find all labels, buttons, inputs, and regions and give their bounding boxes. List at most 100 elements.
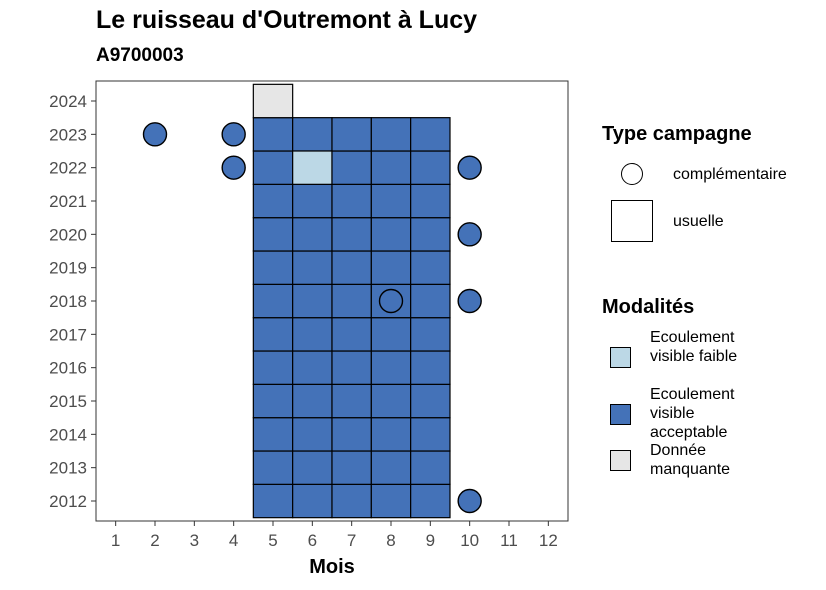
y-tick-label-2024: 2024	[49, 92, 87, 111]
cell-m6-2020	[292, 217, 333, 252]
cell-m6-2018	[292, 283, 333, 319]
y-tick-label-2017: 2017	[49, 325, 87, 344]
cell-m7-2014	[331, 417, 372, 452]
cell-m5-2024	[252, 83, 294, 119]
cell-m9-2014	[410, 417, 451, 452]
chart-title: Le ruisseau d'Outremont à Lucy	[96, 6, 478, 34]
cell-m7-2021	[331, 183, 372, 219]
legend-type-complementaire: complémentaire	[673, 166, 787, 183]
legend-type-usuelle: usuelle	[673, 213, 724, 230]
point-m8-2018	[378, 288, 404, 314]
legend-modalite-acceptable: Ecoulement visible acceptable	[650, 386, 735, 441]
legend-type-title: Type campagne	[602, 123, 752, 145]
point-m10-2022	[457, 155, 482, 180]
legend-modalite-faible: Ecoulement visible faible	[650, 329, 738, 365]
cell-m7-2017	[331, 317, 372, 352]
x-tick-label-11: 11	[500, 531, 518, 550]
cell-m5-2019	[252, 250, 294, 285]
cell-m8-2023	[370, 117, 412, 152]
x-tick-label-8: 8	[386, 531, 395, 550]
cell-m8-2021	[370, 183, 412, 219]
y-tick-label-2014: 2014	[49, 425, 87, 444]
y-tick-label-2013: 2013	[49, 459, 87, 478]
point-m10-2020	[457, 222, 482, 247]
x-tick-label-5: 5	[268, 531, 277, 550]
cell-m7-2020	[331, 217, 372, 252]
y-tick-label-2021: 2021	[49, 192, 87, 211]
cell-m5-2023	[252, 117, 294, 152]
cell-m8-2013	[370, 450, 412, 485]
cell-m9-2019	[410, 250, 451, 285]
cell-m9-2015	[410, 383, 451, 419]
cell-m5-2012	[252, 483, 294, 519]
legend-square-icon	[611, 200, 653, 242]
cell-m5-2022	[252, 150, 294, 185]
cell-m8-2022	[370, 150, 412, 185]
cell-m6-2021	[292, 183, 333, 219]
cell-m8-2016	[370, 350, 412, 385]
cell-m8-2015	[370, 383, 412, 419]
cell-m5-2021	[252, 183, 294, 219]
cell-m5-2013	[252, 450, 294, 485]
point-m10-2012	[457, 488, 482, 514]
cell-m9-2023	[410, 117, 451, 152]
cell-m5-2017	[252, 317, 294, 352]
cell-m9-2018	[410, 283, 451, 319]
cell-m6-2019	[292, 250, 333, 285]
cell-m9-2013	[410, 450, 451, 485]
y-tick-label-2020: 2020	[49, 225, 87, 244]
legend-swatch-faible	[610, 347, 631, 368]
y-tick-label-2015: 2015	[49, 392, 87, 411]
cell-m7-2018	[331, 283, 372, 319]
legend-swatch-acceptable	[610, 404, 631, 425]
point-m2-2023	[142, 122, 168, 147]
cell-m6-2014	[292, 417, 333, 452]
cell-m6-2022	[292, 150, 333, 185]
x-tick-label-3: 3	[190, 531, 199, 550]
cell-m7-2023	[331, 117, 372, 152]
x-tick-label-2: 2	[150, 531, 159, 550]
legend-modalites-title: Modalités	[602, 296, 695, 318]
cell-m7-2016	[331, 350, 372, 385]
cell-m5-2016	[252, 350, 294, 385]
cell-m9-2012	[410, 483, 451, 519]
x-tick-label-12: 12	[539, 531, 558, 550]
y-tick-label-2019: 2019	[49, 259, 87, 278]
point-m10-2018	[457, 288, 482, 314]
y-tick-label-2018: 2018	[49, 292, 87, 311]
x-tick-label-1: 1	[111, 531, 120, 550]
cell-m8-2017	[370, 317, 412, 352]
cell-m5-2015	[252, 383, 294, 419]
cell-m9-2017	[410, 317, 451, 352]
y-tick-label-2016: 2016	[49, 359, 87, 378]
cell-m6-2013	[292, 450, 333, 485]
legend-modalite-manquante: Donnée manquante	[650, 442, 731, 478]
cell-m7-2012	[331, 483, 372, 519]
y-tick-label-2022: 2022	[49, 159, 87, 178]
cell-m9-2020	[410, 217, 451, 252]
cell-m8-2020	[370, 217, 412, 252]
x-tick-label-10: 10	[460, 531, 479, 550]
x-tick-label-4: 4	[229, 531, 238, 550]
x-axis-title: Mois	[309, 556, 355, 578]
cell-m6-2017	[292, 317, 333, 352]
cell-m8-2014	[370, 417, 412, 452]
cell-m6-2012	[292, 483, 333, 519]
cell-m6-2016	[292, 350, 333, 385]
point-m4-2022	[221, 155, 246, 180]
cell-m9-2016	[410, 350, 451, 385]
x-tick-label-7: 7	[347, 531, 356, 550]
cell-m6-2023	[292, 117, 333, 152]
cell-m5-2018	[252, 283, 294, 319]
cell-m7-2013	[331, 450, 372, 485]
cell-m5-2020	[252, 217, 294, 252]
x-tick-label-9: 9	[426, 531, 435, 550]
point-m4-2023	[221, 122, 246, 147]
cell-m7-2019	[331, 250, 372, 285]
y-tick-label-2023: 2023	[49, 125, 87, 144]
y-tick-label-2012: 2012	[49, 492, 87, 511]
legend-swatch-manquante	[610, 450, 631, 471]
cell-m9-2021	[410, 183, 451, 219]
cell-m9-2022	[410, 150, 451, 185]
